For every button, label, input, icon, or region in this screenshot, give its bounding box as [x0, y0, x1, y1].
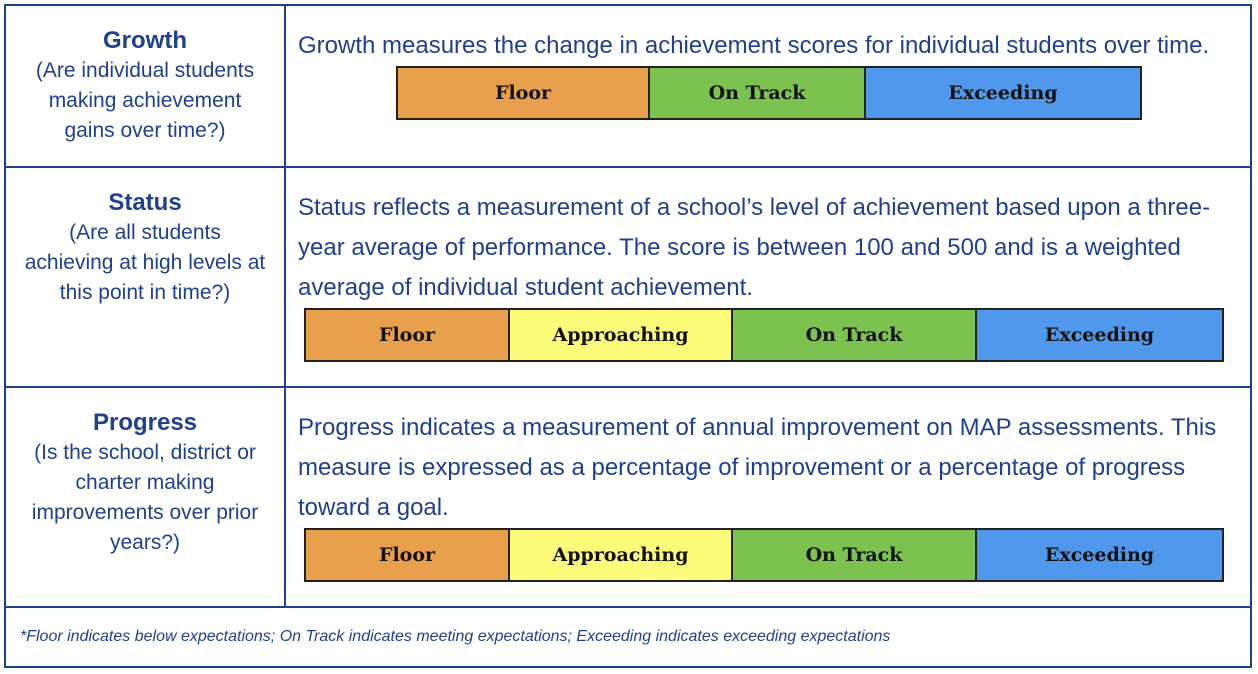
status-question: (Are all students achieving at high leve…: [24, 221, 266, 304]
growth-description: Growth measures the change in achievemen…: [298, 32, 1210, 59]
growth-title: Growth: [103, 27, 187, 54]
progress-row: Progress (Is the school, district or cha…: [6, 388, 1250, 608]
status-header-cell: Status (Are all students achieving at hi…: [6, 168, 286, 386]
status-row: Status (Are all students achieving at hi…: [6, 168, 1250, 388]
level-floor: Floor: [304, 310, 508, 360]
level-on-track: On Track: [648, 68, 864, 118]
level-exceeding: Exceeding: [975, 310, 1224, 360]
progress-title: Progress: [92, 409, 198, 436]
progress-level-bar: Floor Approaching On Track Exceeding: [304, 528, 1224, 582]
progress-header-cell: Progress (Is the school, district or cha…: [6, 388, 286, 606]
level-exceeding: Exceeding: [864, 68, 1142, 118]
level-on-track: On Track: [731, 310, 975, 360]
growth-detail-cell: Growth measures the change in achievemen…: [286, 6, 1250, 166]
progress-description: Progress indicates a measurement of annu…: [298, 414, 1217, 521]
status-detail-cell: Status reflects a measurement of a schoo…: [286, 168, 1250, 386]
status-title: Status: [108, 189, 182, 216]
footnote: *Floor indicates below expectations; On …: [20, 628, 891, 645]
measures-table: Growth (Are individual students making a…: [4, 4, 1252, 668]
status-description: Status reflects a measurement of a schoo…: [298, 194, 1211, 301]
growth-header-cell: Growth (Are individual students making a…: [6, 6, 286, 166]
progress-detail-cell: Progress indicates a measurement of annu…: [286, 388, 1250, 606]
level-approaching: Approaching: [508, 530, 731, 580]
progress-question: (Is the school, district or charter maki…: [31, 441, 259, 554]
level-exceeding: Exceeding: [975, 530, 1224, 580]
level-on-track: On Track: [731, 530, 975, 580]
growth-level-bar: Floor On Track Exceeding: [396, 66, 1142, 120]
status-level-bar: Floor Approaching On Track Exceeding: [304, 308, 1224, 362]
level-floor: Floor: [304, 530, 508, 580]
growth-row: Growth (Are individual students making a…: [6, 6, 1250, 168]
footnote-row: *Floor indicates below expectations; On …: [6, 608, 1250, 666]
growth-question: (Are individual students making achievem…: [35, 59, 255, 142]
level-floor: Floor: [396, 68, 648, 118]
level-approaching: Approaching: [508, 310, 731, 360]
